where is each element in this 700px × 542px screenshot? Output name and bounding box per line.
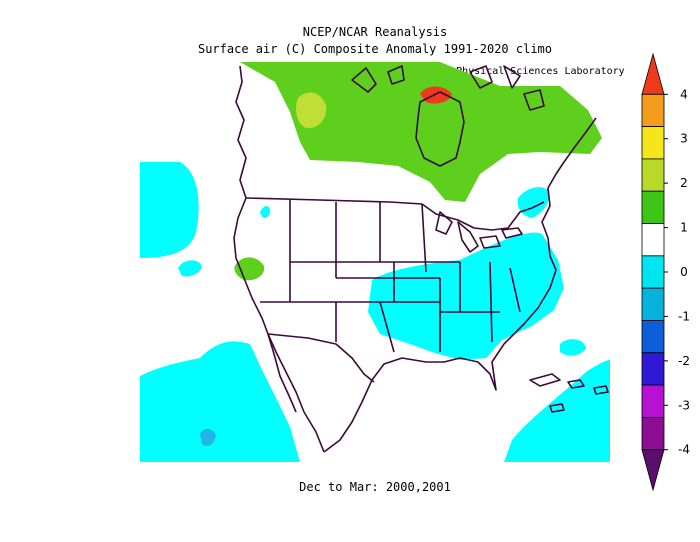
warm-anomaly-region-canada [240,62,602,202]
colorbar-tick-label: 1 [680,221,688,235]
colorbar-cell [641,320,665,354]
hot-anomaly-spot [420,86,452,104]
colorbar-cells [641,52,665,492]
colorbar-cell [641,158,665,192]
colorbar-cell [641,255,665,289]
colorbar-tick-label: 3 [680,132,688,146]
colorbar: 4 3 2 1 0 -1 -2 -3 -4 [641,52,690,492]
colorbar-tick-label: -1 [678,309,690,323]
colorbar-cell [641,384,665,418]
colorbar-cell [641,223,665,257]
caribbean-islands [529,373,609,413]
canada-us-border [245,197,545,231]
colorbar-cell [641,93,665,128]
baja-peninsula [267,333,297,413]
strong-cold-anomaly-spot [200,428,216,446]
anomaly-map [140,62,610,462]
colorbar-cell [641,352,665,386]
colorbar-labels: 4 3 2 1 0 -1 -2 -3 -4 [664,87,690,457]
figure-title: NCEP/NCAR Reanalysis [302,25,448,39]
credit-label: NOAA Physical Sciences Laboratory [426,66,625,77]
strong-warm-anomaly-region [296,92,327,129]
colorbar-tick-label: 0 [680,265,688,279]
state-lines-north [289,200,460,302]
colorbar-cell [641,449,665,492]
colorbar-tick-label: -4 [678,443,690,457]
figure-subtitle: Surface air (C) Composite Anomaly 1991-2… [197,42,552,56]
us-mexico-border [267,333,375,383]
colorbar-cell [641,190,665,224]
hudson-bay [415,91,465,167]
cold-anomaly-region-east [368,232,564,360]
west-coastline [233,65,325,453]
colorbar-tick-label: 4 [680,87,688,101]
cold-anomaly-region-pacific [140,162,199,258]
colorbar-cell [641,52,665,95]
great-lakes [435,211,523,253]
cold-anomaly-region-caribbean [560,339,586,356]
date-range-label: Dec to Mar: 2000,2001 [299,480,451,494]
colorbar-cell [641,416,665,451]
cold-anomaly-region-pacific-tiny [260,206,270,218]
cold-anomaly-region-pacific-small [178,260,202,277]
colorbar-cell [641,126,665,160]
state-lines-south [260,261,521,353]
gulf-coast [323,343,505,453]
colorbar-cell [641,287,665,321]
colorbar-tick-label: -3 [678,398,690,412]
warm-anomaly-region-west [234,257,265,281]
cold-anomaly-region-baja [140,341,300,462]
colorbar-tick-label: -2 [678,354,690,368]
east-coast [503,117,597,345]
arctic-islands [351,65,545,111]
colorbar-tick-label: 2 [680,176,688,190]
map-borders [233,65,609,453]
